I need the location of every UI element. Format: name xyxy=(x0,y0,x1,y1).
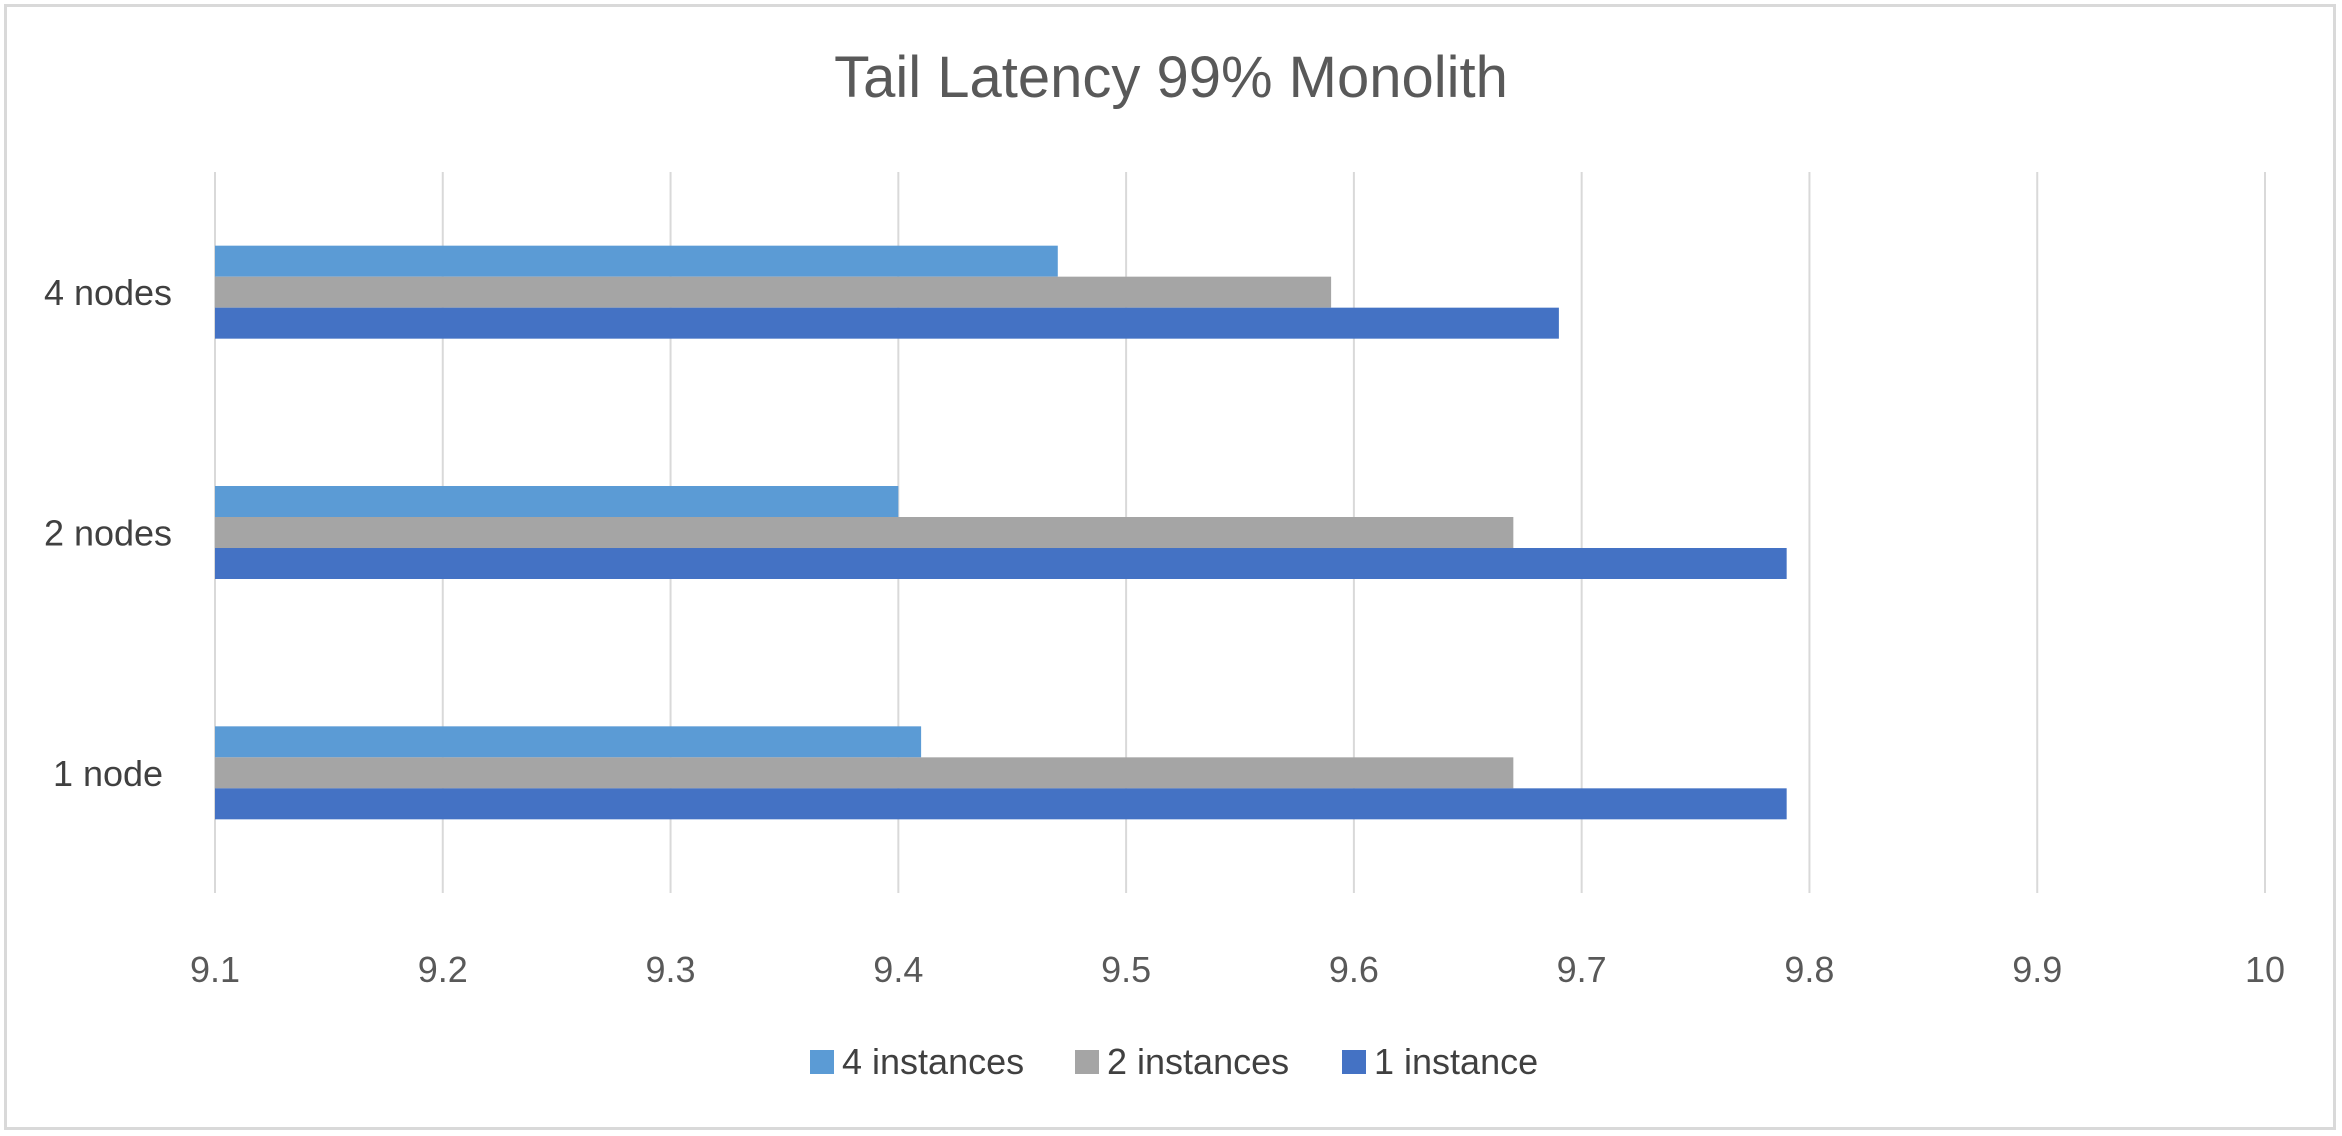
x-tick-label: 10 xyxy=(2245,949,2285,990)
x-tick-label: 9.5 xyxy=(1101,949,1151,990)
bar-4-instances-4-nodes xyxy=(215,245,1058,277)
category-labels: 1 node 2 nodes 4 nodes xyxy=(44,272,172,794)
category-label: 1 node xyxy=(53,753,163,794)
bar-2-instances-4-nodes xyxy=(215,276,1332,308)
legend-swatch xyxy=(1342,1050,1366,1074)
chart-title: Tail Latency 99% Monolith xyxy=(834,45,1508,110)
legend-swatch xyxy=(1075,1050,1099,1074)
x-tick-labels: 9.1 9.2 9.3 9.4 9.5 9.6 9.7 9.8 9.9 10 xyxy=(190,949,2285,990)
x-tick-label: 9.2 xyxy=(418,949,468,990)
legend-label: 4 instances xyxy=(842,1041,1024,1082)
bar-4-instances-1-node xyxy=(215,726,922,758)
legend-swatch xyxy=(810,1050,834,1074)
bar-2-instances-1-node xyxy=(215,757,1514,789)
x-tick-label: 9.8 xyxy=(1784,949,1834,990)
bar-2-instances-2-nodes xyxy=(215,517,1514,548)
category-label: 2 nodes xyxy=(44,513,172,554)
legend-label: 2 instances xyxy=(1107,1041,1289,1082)
x-tick-label: 9.6 xyxy=(1329,949,1379,990)
category-label: 4 nodes xyxy=(44,272,172,313)
x-tick-label: 9.1 xyxy=(190,949,240,990)
bar-4-instances-2-nodes xyxy=(215,486,899,517)
x-tick-label: 9.3 xyxy=(646,949,696,990)
legend: 4 instances 2 instances 1 instance xyxy=(810,1041,1538,1082)
x-tick-label: 9.7 xyxy=(1557,949,1607,990)
bar-1-instance-2-nodes xyxy=(215,548,1787,579)
bar-1-instance-4-nodes xyxy=(215,307,1559,339)
bar-1-instance-1-node xyxy=(215,788,1787,820)
x-tick-label: 9.4 xyxy=(873,949,923,990)
bars xyxy=(215,245,1787,820)
x-tick-label: 9.9 xyxy=(2012,949,2062,990)
legend-label: 1 instance xyxy=(1374,1041,1538,1082)
